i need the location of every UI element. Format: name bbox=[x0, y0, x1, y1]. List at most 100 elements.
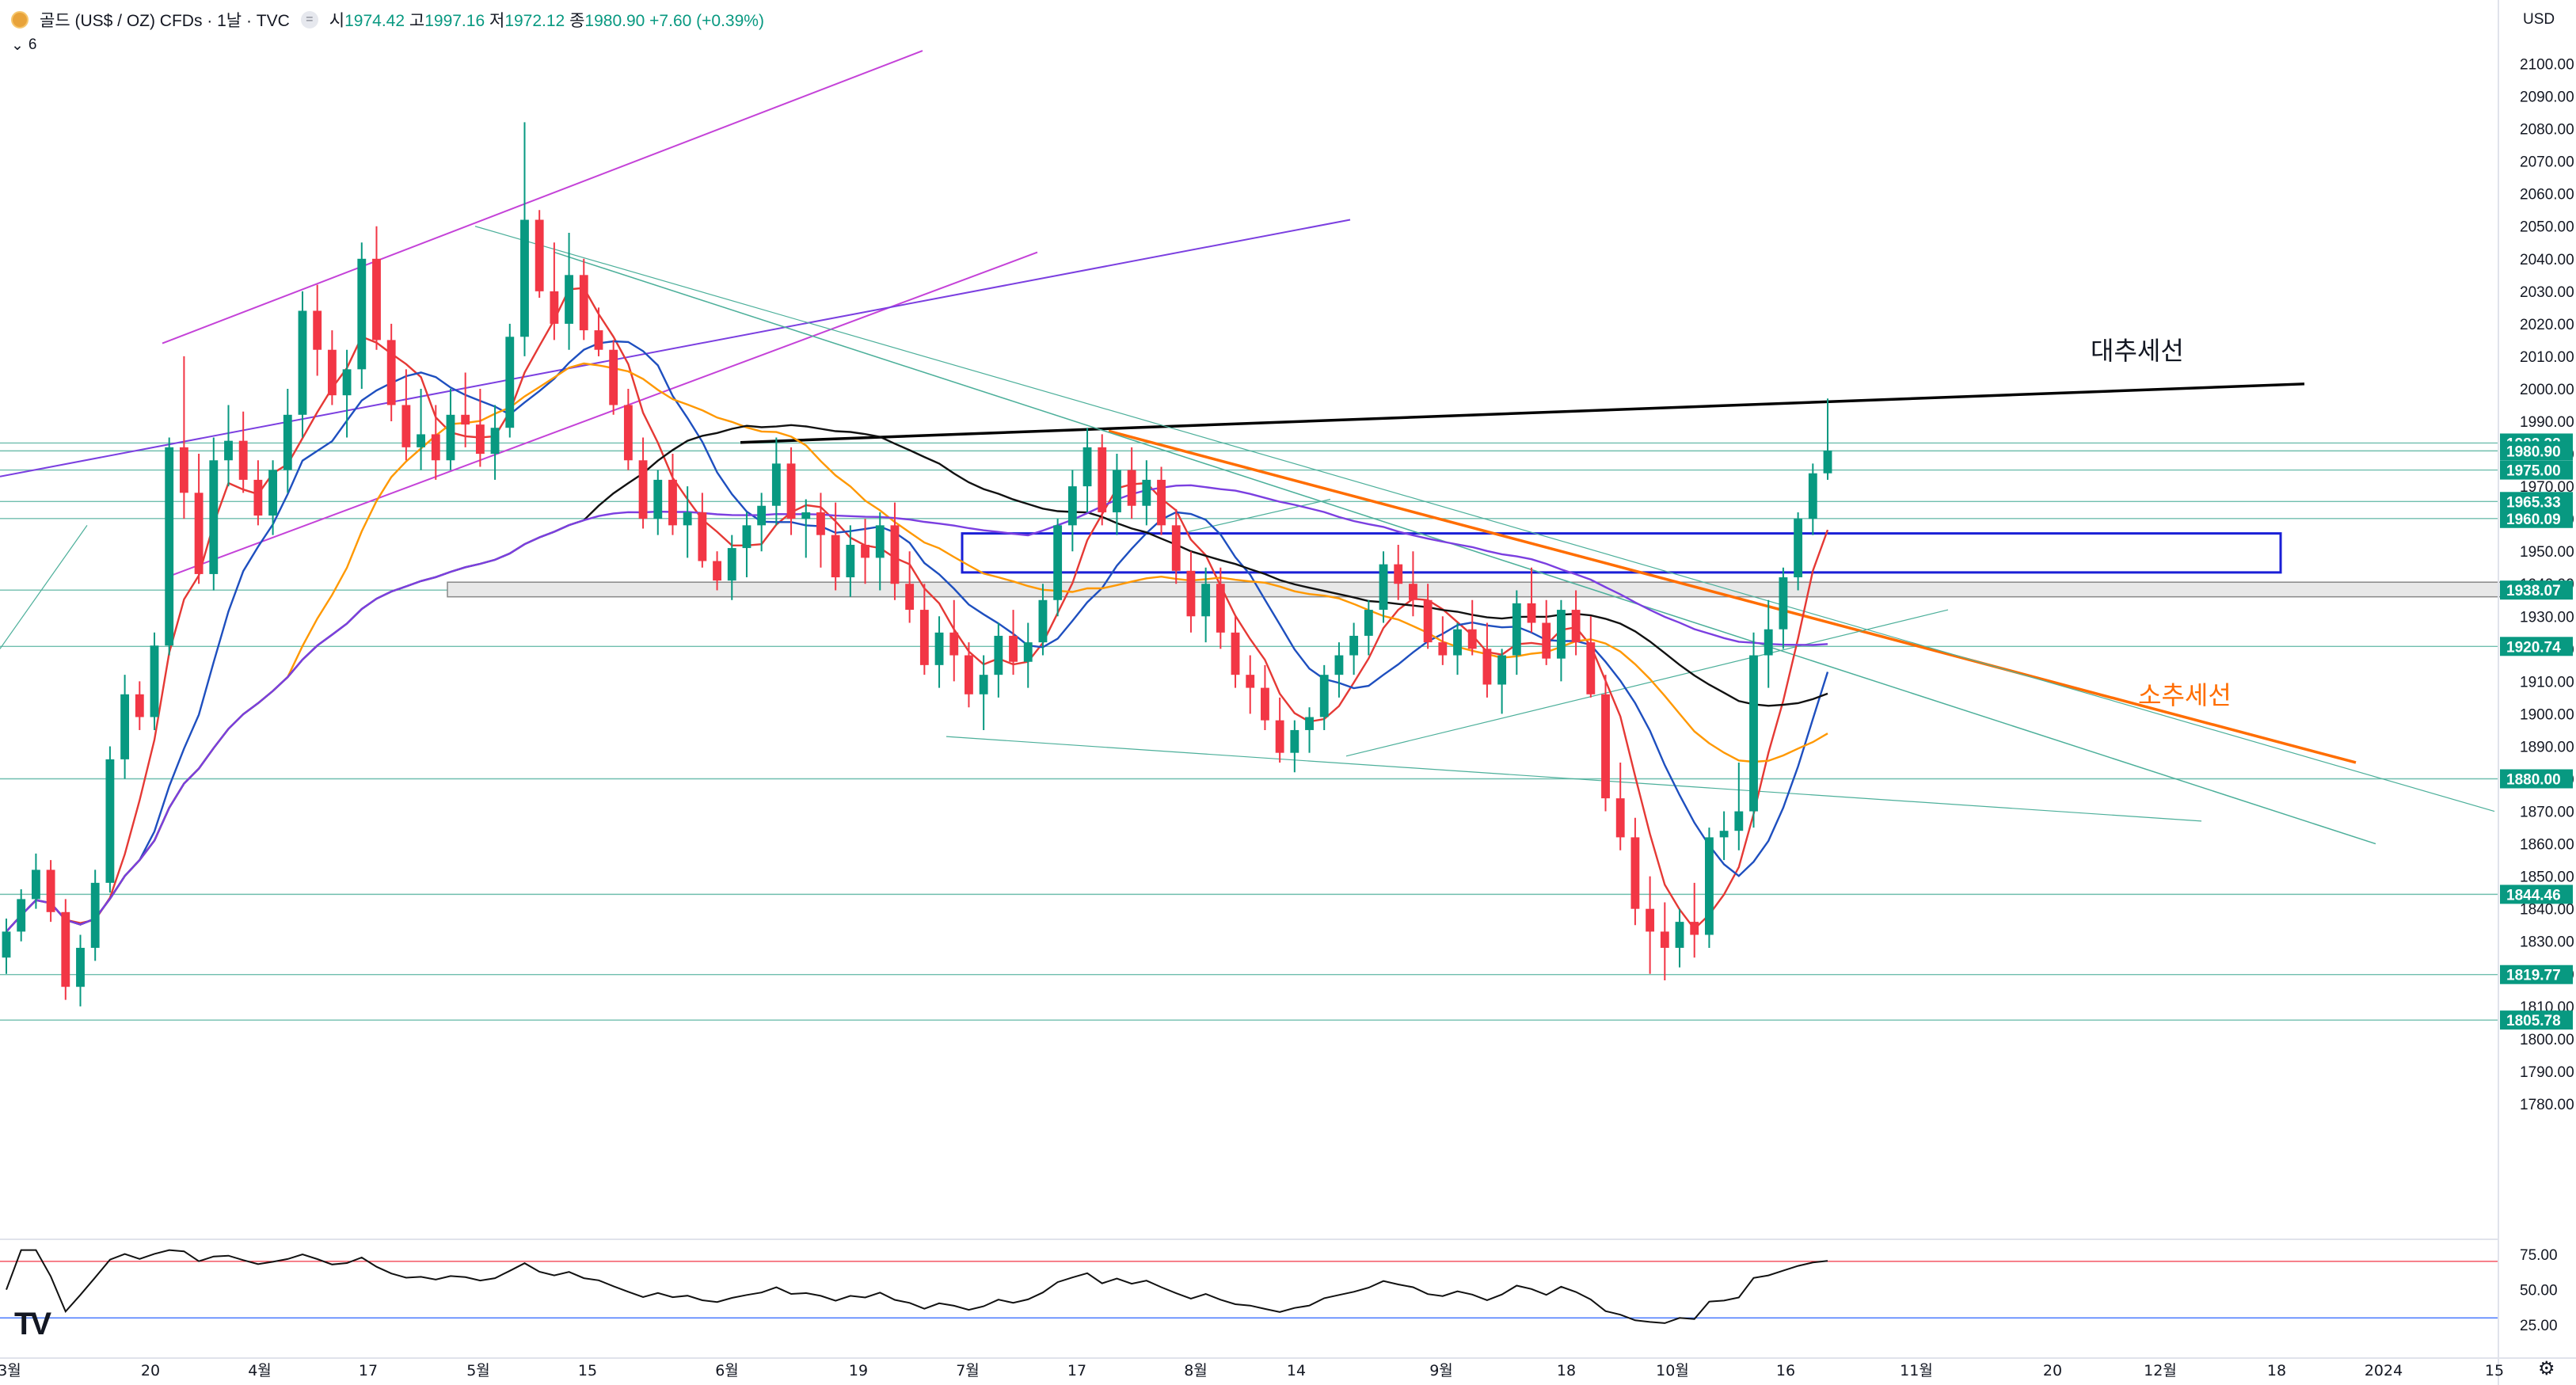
price-level-label: 1819.77 bbox=[2506, 968, 2561, 984]
minor-trendline bbox=[1108, 429, 2357, 764]
y-tick-label: 2040.00 bbox=[2520, 252, 2574, 268]
candle-body bbox=[875, 525, 885, 558]
channel-line bbox=[162, 50, 923, 344]
y-tick-label: 2080.00 bbox=[2520, 122, 2574, 139]
candle-body bbox=[1556, 610, 1566, 659]
candle-body bbox=[505, 337, 515, 428]
candle-body bbox=[520, 219, 529, 337]
y-tick-label: 1910.00 bbox=[2520, 674, 2574, 691]
candle-body bbox=[1305, 717, 1314, 730]
gear-icon[interactable]: ⚙ bbox=[2538, 1358, 2555, 1379]
y-tick-label: 1890.00 bbox=[2520, 739, 2574, 755]
time-axis: 3월 20 4월 17 5월 15 6월 19 7월 17 8월 14 9월 18 10월 16 11월 20 12… bbox=[0, 1362, 2504, 1379]
candle-body bbox=[683, 512, 692, 526]
candle-body bbox=[949, 632, 959, 656]
candle-body bbox=[1216, 584, 1225, 633]
candle-body bbox=[1171, 525, 1181, 571]
y-tick-label: 2050.00 bbox=[2520, 219, 2574, 236]
price-level-tag bbox=[2500, 1010, 2573, 1030]
chevron-down-icon: ⌄ bbox=[11, 37, 24, 54]
candle-body bbox=[372, 258, 381, 341]
ohlc-readout: 시1974.42 고1997.16 저1972.12 종1980.90 +7.6… bbox=[329, 12, 764, 30]
rsi-pane bbox=[0, 1249, 2498, 1324]
currency-label[interactable]: USD bbox=[2523, 11, 2555, 28]
candle-body bbox=[446, 414, 455, 461]
horizontal-levels bbox=[0, 442, 2503, 1021]
y-tick-label: 1870.00 bbox=[2520, 805, 2574, 821]
gold-coin-icon bbox=[11, 11, 29, 29]
candle-body bbox=[1438, 642, 1448, 656]
rsi-tick-label: 25.00 bbox=[2520, 1318, 2558, 1334]
candle-body bbox=[1231, 632, 1240, 675]
candle-body bbox=[1527, 603, 1536, 623]
y-tick-label: 1800.00 bbox=[2520, 1032, 2574, 1048]
candle-body bbox=[61, 911, 70, 987]
candle-body bbox=[90, 882, 100, 948]
price-level-tag bbox=[2500, 580, 2573, 600]
candle-body bbox=[1794, 519, 1803, 578]
price-level-tag bbox=[2500, 460, 2573, 480]
candle-body bbox=[1497, 655, 1507, 685]
channel-line bbox=[1345, 609, 1949, 757]
y-tick-label: 2000.00 bbox=[2520, 382, 2574, 398]
candle-body bbox=[1053, 525, 1063, 600]
candle-body bbox=[76, 947, 85, 987]
candle-body bbox=[298, 310, 307, 415]
major-trendline bbox=[740, 382, 2305, 444]
candle-body bbox=[1142, 479, 1151, 506]
candle-body bbox=[327, 349, 337, 396]
price-level-label: 1844.46 bbox=[2506, 887, 2561, 904]
y-tick-label: 1860.00 bbox=[2520, 837, 2574, 854]
candle-body bbox=[1379, 564, 1388, 611]
indicator-toggle[interactable]: ⌄ 6 bbox=[11, 36, 37, 55]
candle-body bbox=[1630, 837, 1640, 909]
x-tick-label: 7월 bbox=[956, 1362, 980, 1379]
price-level-tag bbox=[2500, 508, 2573, 528]
candle-body bbox=[1364, 610, 1373, 636]
candle-body bbox=[224, 440, 233, 461]
y-tick-label: 1990.00 bbox=[2520, 414, 2574, 431]
compare-icon[interactable]: = bbox=[300, 11, 318, 29]
moving-averages bbox=[6, 287, 1829, 933]
candle-body bbox=[105, 759, 115, 883]
price-level-label: 1920.74 bbox=[2506, 639, 2561, 656]
candle-body bbox=[1394, 564, 1403, 584]
y-tick-label: 1930.00 bbox=[2520, 609, 2574, 626]
candle-body bbox=[1779, 577, 1788, 630]
candle-body bbox=[535, 219, 544, 291]
candle-body bbox=[861, 544, 869, 558]
y-tick-label: 2010.00 bbox=[2520, 349, 2574, 366]
price-level-tag bbox=[2500, 965, 2573, 984]
candle-body bbox=[1246, 675, 1255, 688]
candle-body bbox=[1127, 470, 1136, 506]
price-level-tag bbox=[2500, 492, 2573, 512]
minor-trend-label: 소추세선 bbox=[2138, 680, 2232, 710]
y-tick-label: 2060.00 bbox=[2520, 187, 2574, 204]
x-tick-label: 6월 bbox=[715, 1362, 739, 1379]
channel-line bbox=[946, 736, 2202, 822]
candle-body bbox=[165, 447, 174, 646]
candle-body bbox=[1675, 922, 1684, 948]
candle-body bbox=[1467, 629, 1477, 649]
candle-body bbox=[490, 428, 500, 455]
price-level-label: 1965.33 bbox=[2506, 494, 2561, 511]
x-tick-label: 15 bbox=[2485, 1362, 2504, 1379]
symbol-title[interactable]: 골드 (US$ / OZ) CFDs · 1날 · TVC bbox=[40, 12, 290, 30]
candle-body bbox=[905, 584, 915, 611]
y-tick-label: 1790.00 bbox=[2520, 1064, 2574, 1081]
candle-body bbox=[668, 479, 677, 526]
indicator-count: 6 bbox=[28, 36, 37, 53]
candle-body bbox=[1334, 655, 1344, 675]
candle-body bbox=[757, 505, 767, 526]
channel-line bbox=[474, 226, 2495, 812]
channel-line bbox=[1187, 498, 1331, 533]
y-tick-label: 1970.00 bbox=[2520, 479, 2574, 496]
candle-body bbox=[965, 655, 973, 694]
candle-body bbox=[253, 479, 263, 516]
x-tick-label: 8월 bbox=[1184, 1362, 1208, 1379]
price-level-label: 1880.00 bbox=[2506, 772, 2561, 789]
candle-body bbox=[17, 899, 26, 932]
price-level-tag bbox=[2500, 637, 2573, 656]
